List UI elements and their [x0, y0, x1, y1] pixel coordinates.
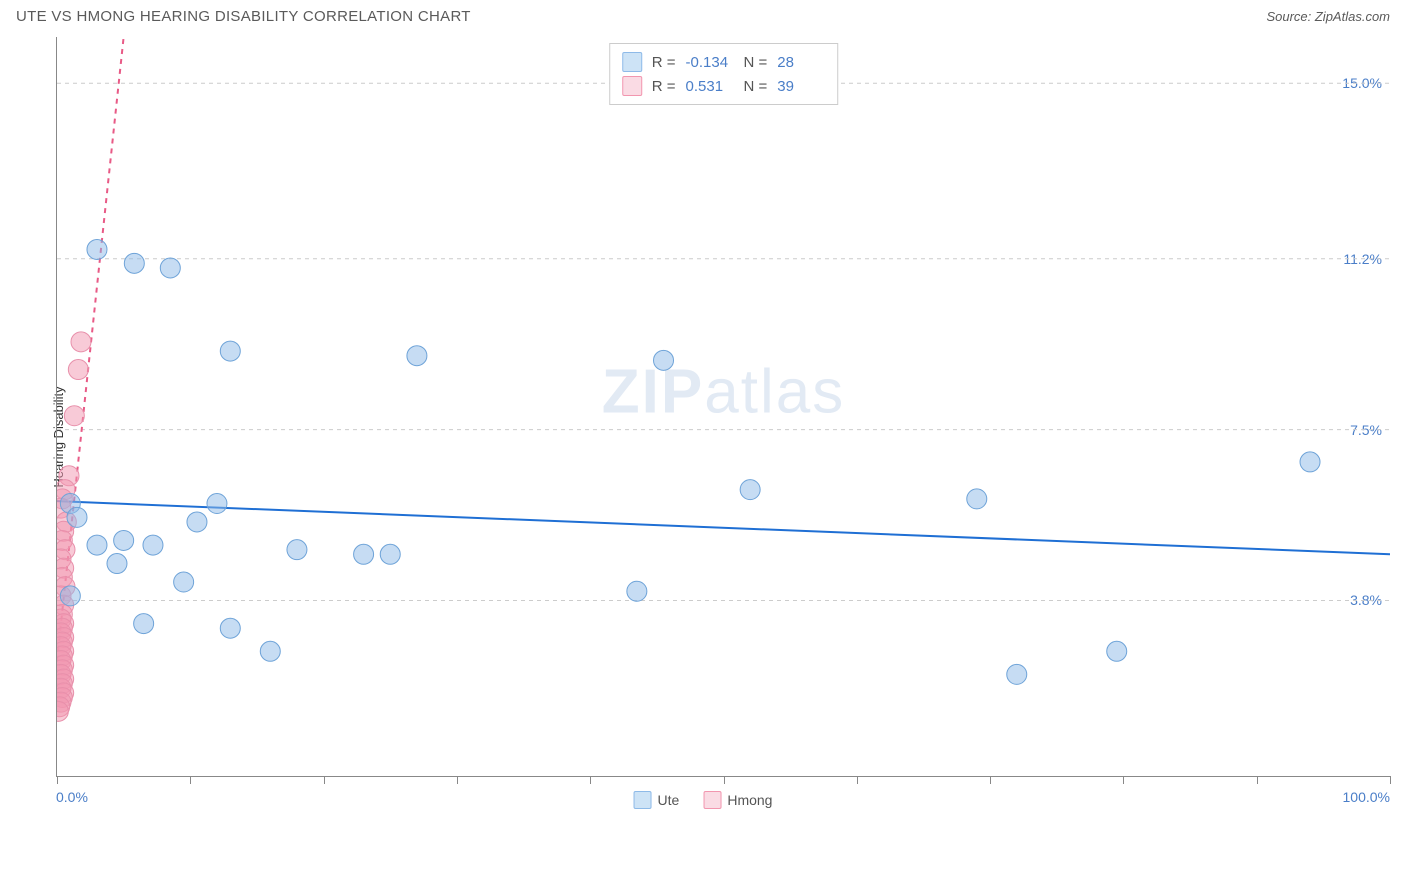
- x-tick: [724, 776, 725, 784]
- legend-swatch-hmong: [703, 791, 721, 809]
- stats-n-hmong: 39: [777, 78, 825, 95]
- chart-title: UTE VS HMONG HEARING DISABILITY CORRELAT…: [16, 8, 471, 25]
- scatter-plot-svg: [57, 37, 1390, 776]
- stats-swatch-ute: [622, 52, 642, 72]
- scatter-point: [1300, 452, 1320, 472]
- x-axis-min-label: 0.0%: [56, 789, 88, 805]
- scatter-point: [654, 350, 674, 370]
- scatter-point: [354, 544, 374, 564]
- scatter-point: [107, 554, 127, 574]
- scatter-point: [260, 641, 280, 661]
- scatter-point: [71, 332, 91, 352]
- chart-container: Hearing Disability ZIPatlas R = -0.134 N…: [16, 37, 1390, 837]
- x-tick: [1257, 776, 1258, 784]
- stats-n-ute: 28: [777, 54, 825, 71]
- stats-row-hmong: R = 0.531 N = 39: [622, 74, 826, 98]
- x-tick: [1123, 776, 1124, 784]
- stats-r-label: R =: [652, 54, 676, 71]
- stats-row-ute: R = -0.134 N = 28: [622, 50, 826, 74]
- scatter-point: [67, 507, 87, 527]
- x-tick: [190, 776, 191, 784]
- stats-r-hmong: 0.531: [686, 78, 734, 95]
- stats-legend-box: R = -0.134 N = 28 R = 0.531 N = 39: [609, 43, 839, 105]
- scatter-point: [60, 586, 80, 606]
- x-tick: [324, 776, 325, 784]
- scatter-point: [220, 618, 240, 638]
- scatter-point: [87, 239, 107, 259]
- scatter-point: [68, 360, 88, 380]
- x-tick: [1390, 776, 1391, 784]
- scatter-point: [740, 480, 760, 500]
- legend-item-ute: Ute: [634, 791, 680, 809]
- scatter-point: [124, 253, 144, 273]
- stats-swatch-hmong: [622, 76, 642, 96]
- plot-area: ZIPatlas R = -0.134 N = 28 R = 0.531 N =…: [56, 37, 1390, 777]
- scatter-point: [114, 530, 134, 550]
- scatter-point: [174, 572, 194, 592]
- stats-n-label: N =: [744, 54, 768, 71]
- trend-line: [57, 501, 1390, 554]
- scatter-point: [143, 535, 163, 555]
- source-attribution: Source: ZipAtlas.com: [1266, 9, 1390, 24]
- scatter-point: [967, 489, 987, 509]
- legend-swatch-ute: [634, 791, 652, 809]
- scatter-point: [207, 493, 227, 513]
- x-tick: [457, 776, 458, 784]
- scatter-point: [1007, 664, 1027, 684]
- header: UTE VS HMONG HEARING DISABILITY CORRELAT…: [0, 0, 1406, 29]
- stats-r-ute: -0.134: [686, 54, 734, 71]
- stats-r-label: R =: [652, 78, 676, 95]
- scatter-point: [187, 512, 207, 532]
- scatter-point: [1107, 641, 1127, 661]
- scatter-point: [220, 341, 240, 361]
- scatter-point: [160, 258, 180, 278]
- x-tick: [857, 776, 858, 784]
- scatter-point: [87, 535, 107, 555]
- legend-label-ute: Ute: [658, 792, 680, 808]
- scatter-point: [134, 614, 154, 634]
- legend-bottom: Ute Hmong: [634, 791, 773, 809]
- legend-item-hmong: Hmong: [703, 791, 772, 809]
- x-tick: [590, 776, 591, 784]
- x-axis-max-label: 100.0%: [1343, 789, 1390, 805]
- legend-label-hmong: Hmong: [727, 792, 772, 808]
- scatter-point: [380, 544, 400, 564]
- x-tick: [57, 776, 58, 784]
- scatter-point: [627, 581, 647, 601]
- scatter-point: [407, 346, 427, 366]
- x-tick: [990, 776, 991, 784]
- scatter-point: [64, 406, 84, 426]
- stats-n-label: N =: [744, 78, 768, 95]
- scatter-point: [287, 540, 307, 560]
